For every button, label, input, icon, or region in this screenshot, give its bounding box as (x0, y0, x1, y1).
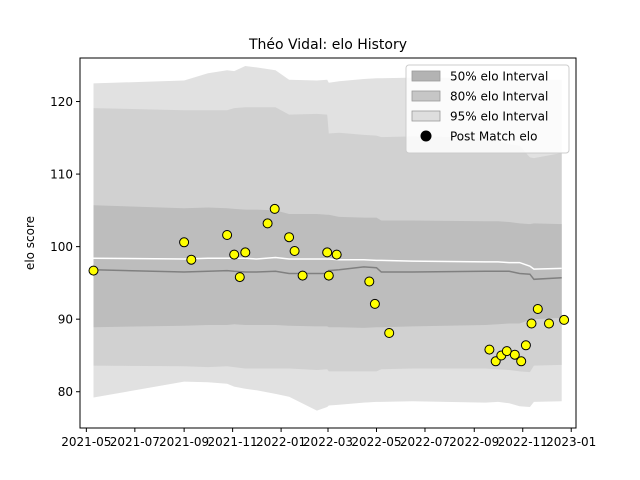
post-match-point (289, 246, 300, 256)
y-axis-label: elo score (23, 216, 37, 270)
x-tick-label: 2021-09 (159, 435, 209, 449)
x-tick-label: 2021-11 (208, 435, 258, 449)
post-match-point (532, 304, 543, 314)
post-match-point (384, 328, 395, 338)
post-match-point (364, 276, 375, 287)
legend-swatch-50pct-elo-interval (411, 70, 441, 82)
post-match-point (229, 249, 240, 260)
legend-box (405, 64, 570, 154)
post-match-point (526, 318, 537, 329)
post-match-point (501, 346, 512, 357)
x-tick-label: 2021-07 (110, 435, 160, 449)
post-match-points (88, 203, 570, 367)
legend-label-50pct-elo-interval: 50% elo Interval (450, 70, 548, 84)
post-match-point (269, 203, 280, 214)
y-tick-label: 90 (58, 313, 73, 327)
legend-marker-post-match-elo (420, 130, 432, 142)
y-axis: 80 90 100 110 120 (50, 95, 80, 399)
x-tick-label: 2022-01 (256, 435, 306, 449)
post-match-point (240, 247, 251, 258)
post-match-point (559, 314, 570, 325)
post-match-point (284, 232, 295, 243)
post-match-point (88, 265, 99, 276)
y-tick-label: 80 (58, 385, 73, 399)
post-match-point (262, 218, 273, 229)
x-tick-label: 2021-05 (61, 435, 111, 449)
chart-title: Théo Vidal: elo History (248, 37, 407, 53)
legend-label-95pct-elo-interval: 95% elo Interval (450, 110, 548, 124)
x-tick-label: 2022-03 (303, 435, 353, 449)
line-median-elo (93, 266, 562, 281)
x-tick-label: 2022-09 (449, 435, 499, 449)
post-match-point (520, 340, 531, 351)
post-match-point (234, 272, 245, 283)
post-match-point (484, 344, 495, 355)
post-match-point (516, 356, 527, 367)
post-match-point (369, 298, 380, 309)
x-tick-label: 2022-11 (498, 435, 548, 449)
legend-label-post-match-elo: Post Match elo (450, 130, 537, 144)
band-50pct-elo-interval (93, 205, 562, 328)
post-match-point (186, 254, 197, 265)
legend-label-80pct-elo-interval: 80% elo Interval (450, 90, 548, 104)
legend: 50% elo Interval 80% elo Interval 95% elo … (405, 64, 570, 154)
post-match-point (544, 318, 554, 329)
x-tick-label: 2023-01 (546, 435, 596, 449)
post-match-point (323, 270, 334, 281)
post-match-point (179, 237, 190, 248)
x-tick-label: 2022-05 (351, 435, 401, 449)
post-match-point (509, 349, 520, 360)
y-tick-label: 110 (50, 168, 73, 182)
x-tick-label: 2022-07 (400, 435, 450, 449)
post-match-point (297, 270, 308, 281)
post-match-point (222, 230, 233, 240)
y-tick-label: 120 (50, 95, 73, 109)
post-match-point (322, 247, 333, 258)
post-match-point (331, 249, 342, 260)
y-tick-label: 100 (50, 240, 73, 254)
legend-swatch-95pct-elo-interval (411, 110, 441, 122)
legend-swatch-80pct-elo-interval (411, 90, 441, 102)
